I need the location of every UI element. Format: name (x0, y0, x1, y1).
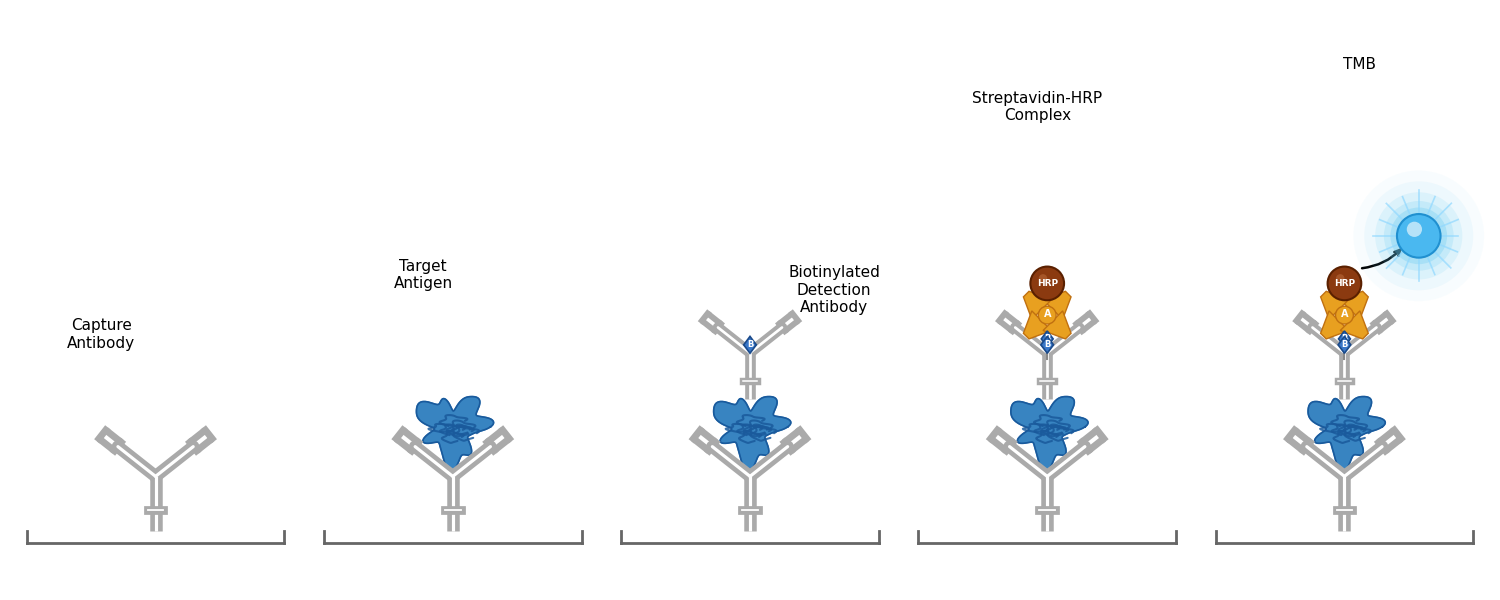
Text: TMB: TMB (1342, 57, 1376, 72)
Text: Biotinylated
Detection
Antibody: Biotinylated Detection Antibody (789, 265, 880, 315)
Polygon shape (1340, 291, 1368, 319)
Text: B: B (1341, 334, 1347, 343)
Polygon shape (1320, 311, 1348, 339)
Text: A: A (1044, 309, 1052, 319)
Polygon shape (417, 397, 494, 470)
Text: B: B (1044, 334, 1050, 343)
Circle shape (1407, 221, 1422, 237)
Polygon shape (744, 337, 756, 353)
Polygon shape (1041, 331, 1053, 347)
Polygon shape (1042, 291, 1071, 319)
Text: Streptavidin-HRP
Complex: Streptavidin-HRP Complex (972, 91, 1102, 123)
Polygon shape (1338, 337, 1352, 353)
Polygon shape (1042, 311, 1071, 339)
Circle shape (1376, 192, 1462, 280)
Circle shape (1390, 208, 1448, 264)
Circle shape (1335, 306, 1353, 324)
Polygon shape (1320, 291, 1348, 319)
Polygon shape (1338, 331, 1350, 347)
Text: B: B (747, 340, 753, 349)
Circle shape (1365, 181, 1473, 290)
Polygon shape (1340, 311, 1368, 339)
Polygon shape (1023, 291, 1052, 319)
Text: B: B (1044, 340, 1050, 349)
Polygon shape (1023, 311, 1052, 339)
Polygon shape (1308, 397, 1386, 470)
Circle shape (1040, 274, 1047, 283)
Circle shape (1038, 306, 1056, 324)
Polygon shape (1041, 337, 1053, 353)
Circle shape (1384, 201, 1454, 271)
Text: A: A (1341, 309, 1348, 319)
Circle shape (1328, 266, 1362, 300)
Circle shape (1396, 214, 1440, 257)
Text: Target
Antigen: Target Antigen (393, 259, 453, 292)
Text: B: B (1341, 340, 1347, 349)
Polygon shape (1011, 397, 1088, 470)
Circle shape (1336, 274, 1344, 283)
Polygon shape (714, 397, 791, 470)
Text: HRP: HRP (1334, 279, 1354, 288)
Circle shape (1030, 266, 1063, 300)
Text: Capture
Antibody: Capture Antibody (68, 319, 135, 351)
Text: HRP: HRP (1036, 279, 1058, 288)
